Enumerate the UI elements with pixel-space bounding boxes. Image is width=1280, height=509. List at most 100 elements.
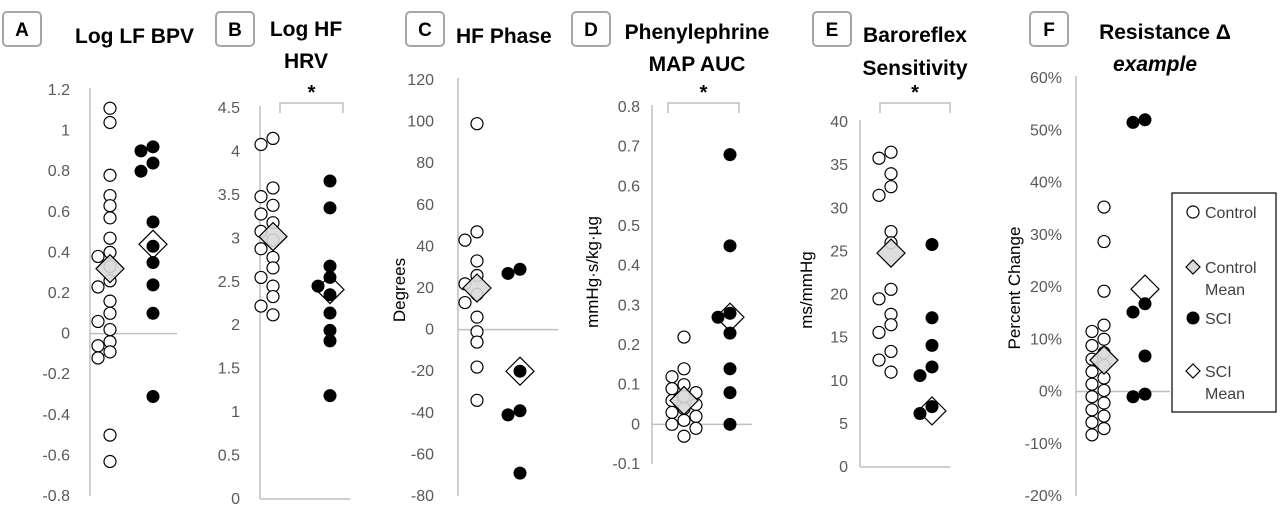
sci-point [323,306,337,320]
y-tick-label: 50% [1030,122,1062,139]
control-point [1085,428,1099,442]
sci-mean-marker [917,396,947,426]
y-tick-label: 80 [416,155,434,172]
control-point [103,211,117,225]
sci-point [146,306,160,320]
sci-point [323,288,337,302]
y-tick-label: 20 [416,280,434,297]
sci-point [925,338,939,352]
sci-point [925,237,939,251]
panel-A: A Log LF BPV 1.2 1 0.8 0.6 0.4 0.2 0 -0.2 -0.4 -0.6… [2,11,194,505]
control-point [884,318,898,332]
y-tick-label: 10% [1030,331,1062,348]
control-point [266,289,280,304]
sci-point [513,262,527,276]
legend-marker-control-mean [1185,259,1201,275]
y-tick-label: 0 [631,416,640,433]
sci-point [323,389,337,403]
control-point [872,151,886,165]
panel-F: F Resistance Δ example 60% 50% 40% 30% 20% 10% 0%… [1005,11,1277,505]
chart-title: Sensitivity [862,57,967,80]
control-point [1097,332,1111,346]
control-mean-marker [258,221,288,252]
sci-point [1126,390,1140,404]
y-tick-label: 1 [61,123,70,140]
sci-point [146,390,160,404]
y-tick-label: 0.7 [618,139,640,156]
y-tick-label: 30 [830,200,848,217]
control-point [470,360,484,374]
legend-label: Mean [1205,282,1245,299]
control-point [103,199,117,213]
control-point [254,299,268,313]
sci-point [146,278,160,292]
control-point [266,308,280,322]
sci-point [723,148,737,162]
sci-point [134,164,148,178]
sci-point [134,144,148,158]
legend-label: SCI [1205,364,1232,381]
control-point [266,198,280,212]
control-point [103,294,117,308]
control-point [677,413,691,427]
panel-letter-box [1029,11,1069,47]
y-tick-label: 5 [839,416,848,433]
control-point [103,345,117,359]
y-tick-label: -0.1 [612,456,640,473]
sci-point [146,140,160,154]
panel-letter: A [15,20,29,41]
panel-letter: F [1043,20,1055,41]
sci-point [513,404,527,418]
control-point [1097,318,1111,332]
legend: Control Control Mean SCI SCI Mean [1171,192,1277,413]
control-point [1085,365,1099,379]
y-tick-label: 40 [830,114,848,131]
panel-letter-box [405,11,445,47]
y-tick-label: 0.1 [618,377,640,394]
control-point [458,295,472,310]
control-point [884,224,898,239]
chart-title: Resistance Δ [1099,21,1231,44]
control-point [1085,390,1099,404]
chart-title: Phenylephrine [625,21,770,44]
control-point [665,417,679,431]
sci-mean-marker [505,356,535,387]
chart-title: Baroreflex [863,24,967,47]
control-point [266,261,280,275]
sci-point [513,364,527,378]
control-point [103,231,117,245]
control-point [872,353,886,367]
y-tick-label: 0.8 [48,163,70,180]
control-mean-marker [876,238,906,268]
control-point [458,233,472,247]
sci-point [925,400,939,414]
sci-point [1138,349,1152,363]
chart-title: HF Phase [456,25,552,48]
legend-label: Control [1205,260,1257,277]
sci-point [723,386,737,400]
sci-point [323,201,337,215]
sci-point [1138,113,1152,127]
control-point [1085,324,1099,339]
control-point [884,167,898,181]
y-tick-label: 60% [1030,70,1062,87]
sci-point [723,362,737,376]
y-tick-label: 0.5 [618,218,640,235]
chart-title: MAP AUC [649,53,746,76]
panel-C: C HF Phase 120 100 80 60 40 20 0 -20 -40 -60 -80 Degr… [390,11,558,505]
y-tick-label: 0.2 [48,285,70,302]
control-point [1097,234,1111,249]
control-point [884,282,898,296]
sci-mean-marker [1130,274,1160,304]
control-point [103,101,117,115]
sci-point [323,174,337,188]
control-point [103,454,117,469]
sci-point [1126,305,1140,319]
panel-letter-box [571,11,611,47]
y-tick-label: 2.5 [218,274,240,291]
chart-title: example [1113,53,1197,76]
y-tick-label: 40 [416,238,434,255]
panel-letter-box [2,11,42,47]
panel-letter: B [228,20,242,41]
